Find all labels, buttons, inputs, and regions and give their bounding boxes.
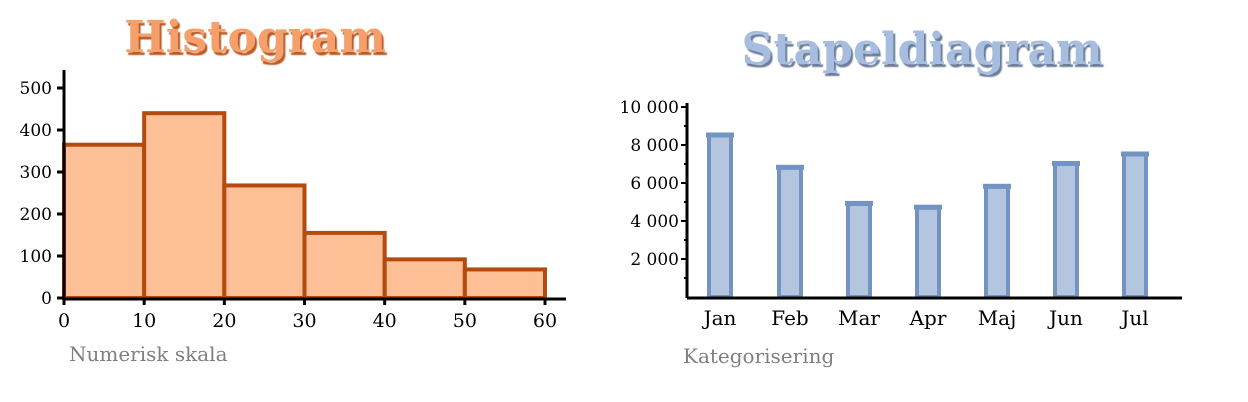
bar-chart-x-label: Kategorisering	[683, 344, 834, 368]
bar-chart-y-tick-label: 10 000	[620, 98, 679, 118]
bar-chart-bars	[706, 132, 1149, 299]
bar-category-label: Jul	[1119, 306, 1148, 330]
histogram-x-tick-label: 30	[292, 310, 316, 332]
bar-cap-maj	[983, 183, 1011, 189]
bar-chart-axes	[685, 103, 1182, 300]
bar-cap-jan	[706, 132, 734, 138]
bar-chart: Stapeldiagram Jan Feb Mar Apr Maj Jun Jul 2 000…	[620, 24, 1182, 368]
histogram-ticks: 0 100 200 300 400 500 0 10 20 30 40 50 60	[20, 79, 558, 332]
histogram-bin-2	[222, 183, 307, 300]
bar-chart-ticks: Jan Feb Mar Apr Maj Jun Jul 2 000 4 000 6 000 8 00…	[620, 98, 1149, 330]
bar-chart-y-tick-label: 4 000	[630, 212, 679, 232]
histogram-x-tick-label: 20	[212, 310, 236, 332]
bar-jan	[707, 133, 733, 299]
bar-chart-y-tick-label: 2 000	[630, 250, 679, 270]
bar-category-label: Jan	[702, 306, 737, 330]
histogram-y-tick-label: 100	[20, 247, 52, 267]
bar-category-label: Mar	[838, 306, 880, 330]
histogram-bin-0	[62, 142, 147, 300]
bar-cap-feb	[776, 164, 804, 170]
bar-category-label: Apr	[909, 306, 947, 330]
bar-chart-y-tick-label: 8 000	[630, 136, 679, 156]
histogram-x-tick-label: 10	[132, 310, 156, 332]
bar-mar	[846, 201, 872, 299]
histogram-bin-4	[382, 257, 467, 300]
bar-category-label: Maj	[978, 306, 1017, 330]
histogram-x-tick-label: 0	[58, 310, 70, 332]
histogram-y-tick-label: 0	[41, 289, 52, 309]
bar-cap-jun	[1052, 161, 1080, 166]
bar-jul	[1122, 152, 1148, 299]
histogram-x-label: Numerisk skala	[69, 342, 228, 366]
histogram-bin-5	[462, 267, 548, 301]
bar-cap-apr	[914, 204, 942, 210]
histogram-bin-1	[142, 111, 227, 300]
histogram-title: Histogram	[124, 12, 386, 63]
bar-cap-mar	[845, 200, 873, 206]
histogram-bars	[62, 111, 548, 301]
histogram-x-tick-label: 50	[453, 310, 477, 332]
bar-maj	[984, 184, 1010, 299]
bar-category-label: Jun	[1047, 306, 1083, 330]
histogram-y-tick-label: 500	[20, 79, 52, 99]
bar-apr	[915, 205, 941, 299]
histogram-x-tick-label: 40	[373, 310, 397, 332]
histogram-y-tick-label: 400	[20, 121, 52, 141]
histogram-axes	[62, 70, 566, 301]
bar-chart-y-tick-label: 6 000	[630, 174, 679, 194]
histogram-y-tick-label: 300	[20, 163, 52, 183]
histogram-bin-3	[302, 230, 387, 300]
bar-cap-jul	[1121, 151, 1149, 157]
bar-category-label: Feb	[771, 306, 808, 330]
histogram-y-tick-label: 200	[20, 205, 52, 225]
bar-jun	[1053, 162, 1079, 299]
bar-chart-title: Stapeldiagram	[741, 24, 1102, 75]
bar-feb	[777, 165, 803, 299]
histogram-x-tick-label: 60	[533, 310, 557, 332]
